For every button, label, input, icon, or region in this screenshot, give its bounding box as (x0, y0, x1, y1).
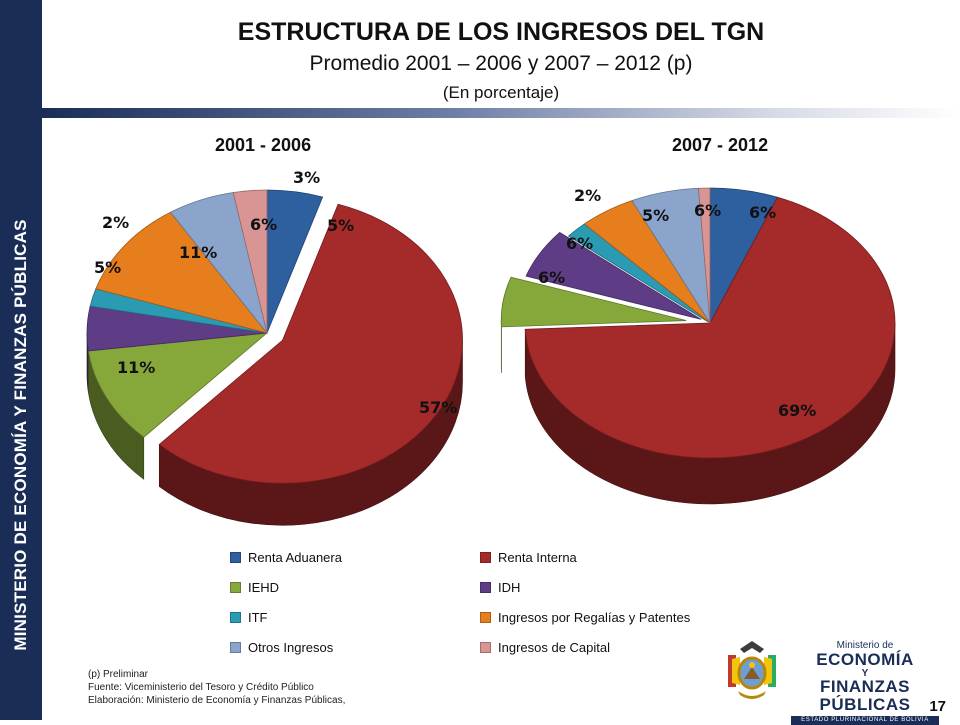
pie-2-label-1: 6% (749, 203, 776, 222)
pie-1-label-8: 3% (293, 168, 320, 187)
chart-title-2007-2012: 2007 - 2012 (672, 135, 768, 156)
legend-label-2: Renta Interna (498, 550, 577, 565)
legend-item-3: IEHD (230, 578, 279, 596)
legend-label-4: IDH (498, 580, 520, 595)
legend-item-8: Ingresos de Capital (480, 638, 610, 656)
pie-charts: 5%57%11%5%2%11%6%3%6%69%6%6%2%5%6% (82, 163, 922, 543)
legend: Renta Aduanera Renta Interna IEHD IDH ITF Ing… (230, 548, 750, 663)
chart-title-2001-2006: 2001 - 2006 (215, 135, 311, 156)
pie-2-label-7: 6% (694, 201, 721, 220)
pie-2-label-6: 5% (642, 206, 669, 225)
page-subtitle-unit: (En porcentaje) (42, 83, 960, 103)
pie-chart-2: 6%69%6%6%2%5%6% (501, 186, 895, 504)
pie-1-label-1: 5% (327, 216, 354, 235)
logo-finanzas: FINANZAS PÚBLICAS (790, 678, 940, 714)
legend-swatch-7 (230, 642, 241, 653)
pie-2-label-4: 6% (566, 234, 593, 253)
legend-swatch-5 (230, 612, 241, 623)
note-preliminar: (p) Preliminar (88, 668, 345, 681)
page-number: 17 (929, 698, 946, 715)
sidebar-title: MINISTERIO DE ECONOMÍA Y FINANZAS PÚBLIC… (11, 219, 31, 650)
note-fuente: Fuente: Viceministerio del Tesoro y Créd… (88, 681, 345, 694)
legend-label-5: ITF (248, 610, 268, 625)
legend-item-6: Ingresos por Regalías y Patentes (480, 608, 690, 626)
page-subtitle: Promedio 2001 – 2006 y 2007 – 2012 (p) (42, 52, 960, 76)
legend-swatch-3 (230, 582, 241, 593)
legend-item-7: Otros Ingresos (230, 638, 333, 656)
pie-1-label-6: 11% (179, 243, 217, 262)
logo-estado-bar: ESTADO PLURINACIONAL DE BOLIVIA (791, 716, 939, 725)
logo-economia: ECONOMÍA (790, 651, 940, 669)
pie-2-label-5: 2% (574, 186, 601, 205)
page-title: ESTRUCTURA DE LOS INGRESOS DEL TGN (42, 18, 960, 47)
legend-label-7: Otros Ingresos (248, 640, 333, 655)
legend-label-3: IEHD (248, 580, 279, 595)
pie-2-label-2: 69% (778, 401, 816, 420)
pie-1-label-2: 57% (419, 398, 457, 417)
sidebar: MINISTERIO DE ECONOMÍA Y FINANZAS PÚBLIC… (0, 0, 42, 720)
legend-label-6: Ingresos por Regalías y Patentes (498, 610, 690, 625)
pie-2-label-3: 6% (538, 268, 565, 287)
pie-charts-svg: 5%57%11%5%2%11%6%3%6%69%6%6%2%5%6% (82, 163, 922, 543)
legend-swatch-6 (480, 612, 491, 623)
legend-swatch-2 (480, 552, 491, 563)
legend-item-2: Renta Interna (480, 548, 577, 566)
pie-1-label-4: 5% (94, 258, 121, 277)
legend-label-8: Ingresos de Capital (498, 640, 610, 655)
pie-1-label-7: 6% (250, 215, 277, 234)
legend-label-1: Renta Aduanera (248, 550, 342, 565)
coat-of-arms-icon (720, 635, 784, 707)
note-elaboracion: Elaboración: Ministerio de Economía y Fi… (88, 694, 345, 707)
legend-item-1: Renta Aduanera (230, 548, 342, 566)
ministry-logo: Ministerio de ECONOMÍA Y FINANZAS PÚBLIC… (790, 640, 940, 725)
legend-item-4: IDH (480, 578, 520, 596)
legend-swatch-8 (480, 642, 491, 653)
pie-1-label-5: 2% (102, 213, 129, 232)
notes: (p) Preliminar Fuente: Viceministerio de… (88, 668, 345, 707)
legend-item-5: ITF (230, 608, 268, 626)
legend-swatch-1 (230, 552, 241, 563)
legend-swatch-4 (480, 582, 491, 593)
pie-chart-1: 5% 57% 11% 5% 2% 11% 6% 3% (87, 168, 462, 525)
header-divider (42, 108, 960, 118)
pie-1-label-3: 11% (117, 358, 155, 377)
coat-of-arms-logo (720, 635, 784, 707)
